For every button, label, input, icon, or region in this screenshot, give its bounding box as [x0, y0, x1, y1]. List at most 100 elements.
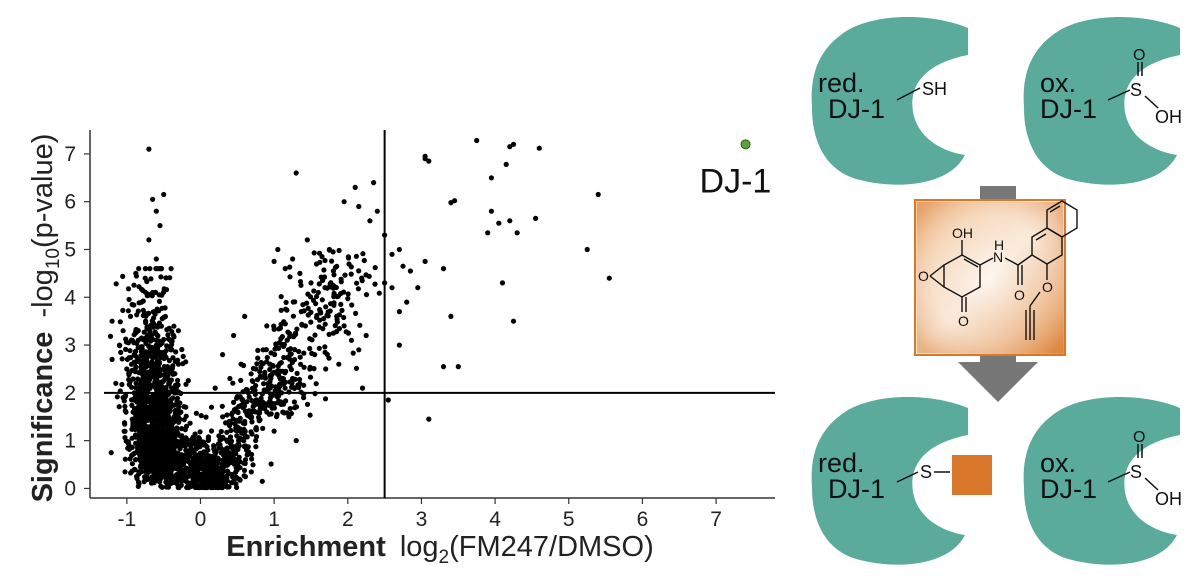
- data-point: [270, 362, 276, 369]
- state-label: ox.: [1040, 448, 1076, 478]
- data-point: [246, 449, 252, 455]
- data-point: [199, 452, 205, 458]
- data-point: [160, 405, 166, 411]
- data-point: [183, 381, 189, 387]
- data-point: [144, 336, 151, 342]
- data-point: [218, 428, 224, 435]
- data-point: [307, 366, 313, 372]
- data-point: [131, 466, 138, 472]
- data-point: [335, 293, 341, 299]
- data-point: [136, 404, 142, 410]
- data-point: [183, 413, 189, 419]
- data-point: [256, 414, 262, 420]
- data-point: [125, 286, 132, 292]
- data-point: [132, 394, 138, 400]
- y-tick-label: 0: [64, 477, 76, 500]
- data-point: [227, 375, 233, 382]
- data-point: [350, 350, 356, 356]
- data-point: [339, 307, 345, 313]
- data-point: [146, 344, 152, 350]
- data-point: [136, 266, 142, 272]
- data-point: [244, 399, 250, 405]
- data-point: [231, 332, 237, 339]
- x-tick-label: 3: [416, 508, 428, 531]
- data-point: [314, 312, 320, 318]
- data-point: [385, 397, 391, 403]
- data-point: [311, 366, 317, 372]
- data-point: [160, 379, 166, 385]
- data-point: [166, 358, 172, 364]
- probe-adduct-icon: [952, 455, 992, 495]
- data-point: [143, 357, 150, 363]
- data-point: [133, 434, 139, 440]
- data-point: [332, 323, 338, 329]
- data-point: [148, 276, 154, 282]
- data-point: [154, 306, 160, 312]
- data-point: [144, 278, 150, 285]
- data-point: [197, 429, 203, 435]
- data-point: [130, 376, 136, 382]
- data-point: [149, 465, 155, 471]
- data-point: [128, 470, 134, 476]
- data-point: [170, 479, 176, 485]
- data-point: [253, 425, 259, 431]
- data-point: [352, 184, 358, 190]
- data-point: [322, 257, 328, 264]
- data-point: [372, 281, 378, 287]
- data-point: [120, 307, 126, 313]
- data-point: [271, 405, 277, 411]
- data-point: [140, 298, 146, 304]
- data-point: [146, 382, 152, 388]
- data-point: [109, 318, 115, 324]
- data-point: [172, 442, 178, 448]
- data-point: [533, 215, 539, 221]
- data-point: [132, 348, 139, 355]
- data-point: [267, 366, 273, 373]
- data-point: [348, 337, 355, 343]
- data-point: [119, 381, 125, 388]
- data-point: [146, 146, 152, 152]
- data-point: [136, 300, 142, 306]
- data-point: [213, 448, 219, 454]
- data-point: [316, 250, 323, 256]
- data-point: [327, 308, 333, 314]
- data-point: [164, 327, 170, 333]
- dj1-labeling-diagram: red. DJ-1 SH ox. DJ-1 S O OH: [811, 17, 1182, 565]
- data-point: [137, 469, 143, 475]
- data-point: [271, 401, 277, 407]
- data-point: [167, 400, 173, 406]
- data-point: [234, 395, 240, 401]
- data-point: [163, 275, 169, 281]
- data-point: [208, 481, 214, 487]
- data-point: [273, 341, 279, 347]
- data-point: [169, 422, 175, 428]
- data-point: [238, 377, 244, 383]
- data-point: [307, 412, 313, 418]
- data-point: [510, 141, 517, 147]
- data-point: [153, 459, 159, 465]
- data-point: [127, 313, 134, 319]
- data-point: [305, 312, 311, 318]
- data-point: [150, 336, 156, 342]
- data-point: [345, 330, 351, 336]
- data-point: [321, 267, 327, 273]
- data-point: [132, 426, 138, 433]
- data-point: [154, 466, 160, 472]
- data-point: [308, 280, 314, 286]
- data-point: [322, 344, 328, 350]
- data-point: [117, 343, 123, 349]
- data-point: [250, 404, 256, 410]
- data-point: [162, 368, 168, 374]
- data-point: [326, 331, 332, 337]
- data-point: [277, 381, 283, 387]
- data-point: [109, 356, 115, 362]
- x-tick-label: 2: [342, 508, 354, 531]
- data-point: [138, 457, 144, 464]
- probe-ether-o-label: O: [1042, 279, 1053, 295]
- data-point: [235, 428, 241, 434]
- data-point: [426, 416, 432, 422]
- data-point: [131, 332, 137, 338]
- data-point: [202, 442, 208, 448]
- data-point: [426, 158, 432, 164]
- data-point: [268, 350, 274, 356]
